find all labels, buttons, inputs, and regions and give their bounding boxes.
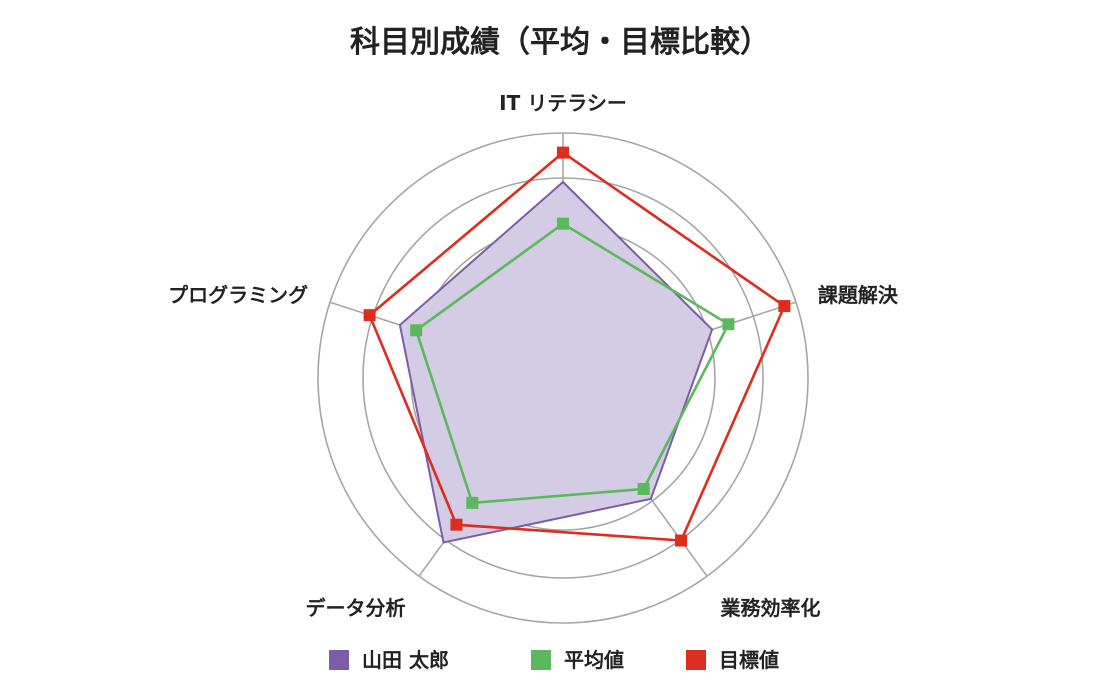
axis-label-2: 課題解決 (818, 283, 899, 307)
legend-label-3: 目標値 (719, 648, 779, 672)
legend: 山田 太郎 平均値 目標値 (329, 648, 779, 672)
series-line-1 (398, 180, 714, 544)
axis-label-5: プログラミング (168, 283, 308, 307)
series-3-point-5 (363, 309, 376, 322)
axis-label-4: データ分析 (306, 596, 406, 620)
series-3-point-4 (450, 518, 463, 531)
axis-label-1: IT リテラシー (499, 91, 627, 115)
series-line-3 (368, 150, 787, 542)
legend-label-2: 平均値 (564, 648, 624, 672)
series-3-point-3 (675, 534, 688, 547)
legend-swatch-2 (531, 650, 551, 670)
legend-swatch-1 (329, 650, 349, 670)
series-2-point-3 (637, 482, 650, 495)
series-2-point-1 (557, 217, 569, 230)
legend-label-1: 山田 太郎 (362, 648, 449, 672)
series-3-point-2 (778, 300, 791, 313)
series-2-point-2 (722, 318, 735, 331)
series-3-point-1 (557, 146, 569, 159)
series-2-point-4 (466, 496, 479, 509)
series-line-2 (414, 222, 731, 505)
series-layer (363, 146, 791, 547)
series-2-point-5 (410, 324, 423, 337)
axis-label-3: 業務効率化 (721, 596, 821, 620)
legend-swatch-3 (686, 650, 706, 670)
chart-title: 科目別成績（平均・目標比較） (350, 25, 770, 60)
